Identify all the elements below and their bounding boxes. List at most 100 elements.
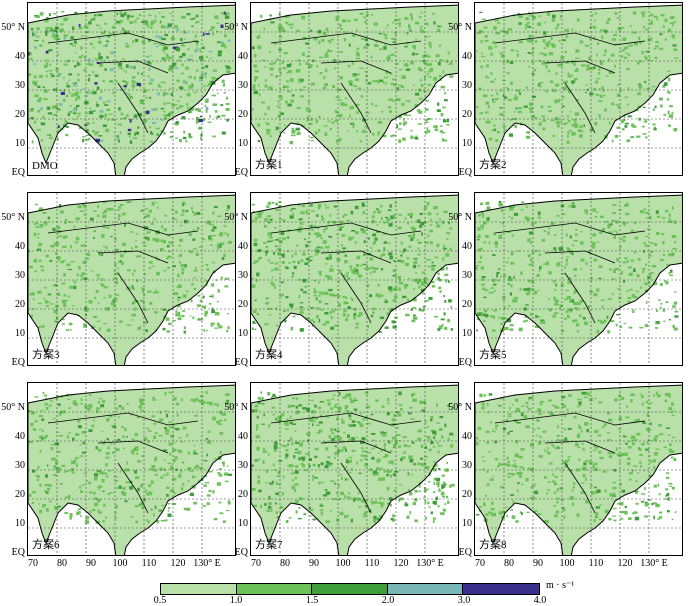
longitude-tick: 120: [393, 558, 409, 569]
panel-label: 方案8: [479, 539, 507, 551]
latitude-tick: EQ: [234, 357, 248, 368]
longitude-tick: 70: [475, 558, 485, 569]
latitude-tick: 50° N: [224, 22, 248, 33]
longitude-tick: 90: [309, 558, 319, 569]
latitude-tick: 20: [462, 489, 472, 500]
latitude-tick: 50° N: [448, 212, 472, 223]
latitude-tick: 40: [462, 51, 472, 62]
latitude-tick: 20: [238, 489, 248, 500]
colorbar-tick: 1.0: [229, 595, 243, 606]
latitude-tick: 50° N: [224, 212, 248, 223]
longitude-tick: 130° E: [640, 558, 668, 569]
latitude-tick: 10: [462, 138, 472, 149]
panel-label: 方案2: [479, 159, 507, 171]
wind-speed-field: [475, 391, 677, 524]
coastline: [475, 384, 682, 555]
coastline: [251, 384, 458, 555]
land-area: [251, 5, 458, 175]
map-field: [28, 383, 235, 555]
latitude-tick: 30: [462, 460, 472, 471]
latitude-tick: 10: [15, 518, 25, 529]
coastline: [28, 384, 235, 555]
latitude-tick: EQ: [11, 547, 25, 558]
latitude-tick: 40: [15, 431, 25, 442]
coastline: [251, 194, 458, 365]
latitude-tick: 40: [238, 51, 248, 62]
map-panel-0: DMO: [27, 2, 236, 176]
colorbar-segment: [463, 584, 539, 594]
latitude-tick: 40: [462, 241, 472, 252]
longitude-tick: 90: [533, 558, 543, 569]
panel-label: 方案5: [479, 349, 507, 361]
latitude-tick: 50° N: [448, 402, 472, 413]
colorbar-segment: [312, 584, 388, 594]
latitude-tick: 30: [462, 80, 472, 91]
coastline: [251, 4, 458, 175]
map-panel-2: 方案2: [474, 2, 683, 176]
latitude-tick: 30: [238, 80, 248, 91]
latitude-tick: EQ: [234, 547, 248, 558]
latitude-tick: 50° N: [448, 22, 472, 33]
colorbar-segment: [387, 584, 464, 594]
longitude-tick: 130° E: [416, 558, 444, 569]
map-panel-8: 方案8: [474, 382, 683, 556]
longitude-tick: 70: [251, 558, 261, 569]
map-field: [28, 193, 235, 365]
longitude-tick: 100: [112, 558, 128, 569]
country-borders: [47, 32, 199, 134]
latitude-tick: 40: [15, 51, 25, 62]
country-borders: [270, 412, 422, 514]
panel-label: 方案4: [255, 349, 283, 361]
latitude-tick: 10: [238, 138, 248, 149]
coastline: [475, 194, 682, 365]
colorbar-tick: 2.0: [381, 595, 395, 606]
wind-speed-field: [28, 11, 231, 144]
latitude-tick: 20: [15, 299, 25, 310]
latitude-tick: 10: [462, 518, 472, 529]
latitude-tick: 50° N: [1, 22, 25, 33]
land-area: [28, 5, 235, 175]
latitude-tick: 40: [15, 241, 25, 252]
longitude-tick: 80: [57, 558, 67, 569]
latitude-tick: 30: [238, 270, 248, 281]
coastline: [475, 4, 682, 175]
longitude-tick: 80: [280, 558, 290, 569]
wind-speed-field: [475, 201, 679, 334]
latitude-tick: EQ: [458, 357, 472, 368]
panel-label: 方案3: [32, 349, 60, 361]
panel-label: 方案6: [32, 539, 60, 551]
land-area: [28, 195, 235, 365]
latitude-tick: 30: [15, 270, 25, 281]
map-panel-4: 方案4: [250, 192, 459, 366]
longitude-tick: 80: [504, 558, 514, 569]
map-panel-3: 方案3: [27, 192, 236, 366]
map-field: [475, 383, 682, 555]
latitude-tick: EQ: [458, 547, 472, 558]
wind-speed-field: [251, 391, 455, 524]
latitude-tick: 40: [238, 241, 248, 252]
latitude-tick: 50° N: [1, 212, 25, 223]
country-borders: [270, 32, 422, 134]
latitude-tick: 30: [238, 460, 248, 471]
panel-label: 方案7: [255, 539, 283, 551]
map-field: [28, 3, 235, 175]
colorbar-unit: m · s⁻¹: [546, 580, 575, 591]
latitude-tick: 50° N: [224, 402, 248, 413]
latitude-tick: 10: [15, 328, 25, 339]
latitude-tick: 40: [462, 431, 472, 442]
map-field: [475, 193, 682, 365]
latitude-tick: 30: [15, 80, 25, 91]
latitude-tick: 10: [238, 328, 248, 339]
map-field: [475, 3, 682, 175]
country-borders: [494, 412, 646, 514]
latitude-tick: 40: [238, 431, 248, 442]
map-field: [251, 193, 458, 365]
country-borders: [494, 222, 646, 324]
panel-label: 方案1: [255, 159, 283, 171]
latitude-tick: 50° N: [1, 402, 25, 413]
latitude-tick: 30: [15, 460, 25, 471]
map-panel-6: 方案6: [27, 382, 236, 556]
latitude-tick: 10: [238, 518, 248, 529]
latitude-tick: 20: [238, 109, 248, 120]
map-field: [251, 383, 458, 555]
